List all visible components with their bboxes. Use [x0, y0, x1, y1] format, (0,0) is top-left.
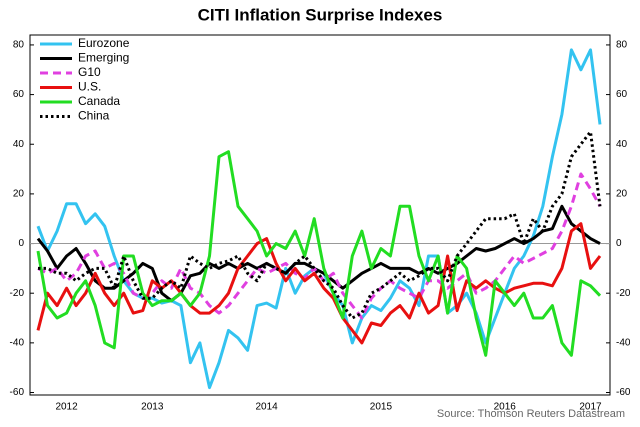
x-tick-label: 2012	[55, 402, 78, 413]
legend-label: China	[78, 109, 110, 123]
y-tick-label: -40	[10, 338, 25, 349]
y2-tick-label: -20	[616, 288, 631, 299]
legend-label: G10	[78, 65, 101, 79]
legend-label: U.S.	[78, 80, 101, 94]
y2-tick-label: -40	[616, 338, 631, 349]
legend-label: Emerging	[78, 51, 129, 65]
legend-label: Eurozone	[78, 36, 130, 50]
y2-tick-label: 40	[616, 139, 628, 150]
legend-label: Canada	[78, 94, 120, 108]
x-tick-label: 2016	[494, 402, 517, 413]
series-line	[38, 130, 602, 320]
y2-tick-label: 20	[616, 189, 628, 200]
y-tick-label: 80	[13, 40, 25, 51]
x-tick-label: 2014	[255, 402, 278, 413]
y-tick-label: -20	[10, 288, 25, 299]
y-tick-label: 60	[13, 89, 25, 100]
x-tick-label: 2017	[579, 402, 602, 413]
y2-tick-label: 60	[616, 89, 628, 100]
series-line	[36, 222, 602, 345]
series-line	[36, 48, 602, 390]
y2-tick-label: 80	[616, 40, 628, 51]
y-tick-label: 40	[13, 139, 25, 150]
y2-tick-label: 0	[616, 238, 622, 249]
y-tick-label: 20	[13, 189, 25, 200]
y2-tick-label: -60	[616, 387, 631, 398]
series-line	[36, 150, 602, 357]
y-tick-label: -60	[10, 387, 25, 398]
y-tick-label: 0	[18, 238, 24, 249]
chart-title: CITI Inflation Surprise Indexes	[198, 5, 443, 24]
x-tick-label: 2013	[141, 402, 164, 413]
source: Source: Thomson Reuters Datastream	[437, 408, 625, 420]
plot-frame	[29, 34, 611, 396]
x-tick-label: 2015	[370, 402, 393, 413]
